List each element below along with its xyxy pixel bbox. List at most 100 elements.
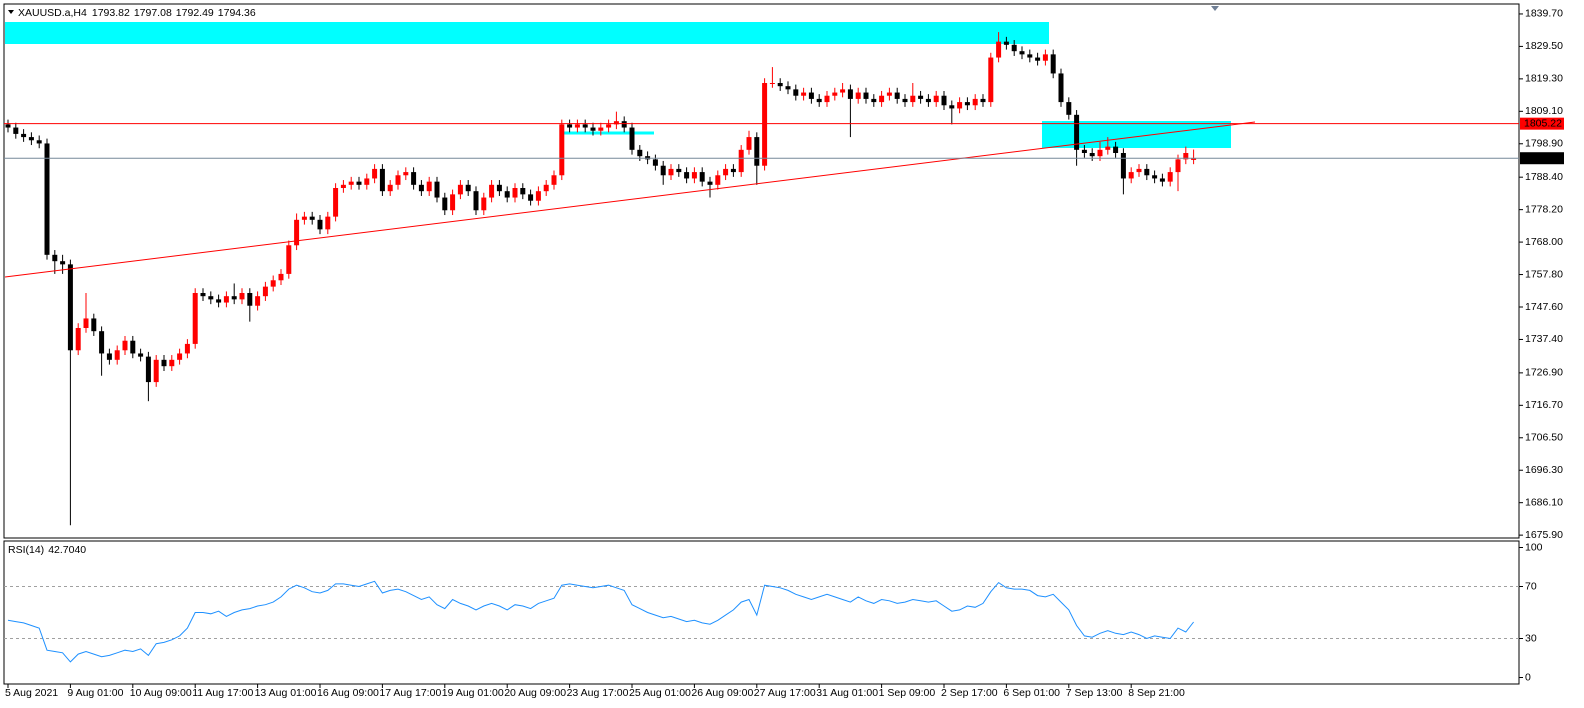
candle-body	[255, 296, 261, 306]
candle-body	[1042, 54, 1048, 61]
y-tick-label: 1778.20	[1525, 203, 1563, 215]
x-tick-label: 20 Aug 09:00	[504, 687, 566, 699]
x-tick-label: 2 Sep 17:00	[941, 687, 998, 699]
rsi-last-value: 42.7040	[48, 544, 86, 556]
candle-body	[379, 168, 385, 192]
candle-body	[699, 172, 705, 182]
candle-body	[192, 293, 198, 344]
candle-body	[340, 184, 346, 188]
candle-body	[496, 184, 502, 192]
menu-marker	[8, 10, 14, 14]
drawings-back	[5, 22, 1231, 148]
candle-body	[395, 175, 401, 185]
shift-marker	[1211, 6, 1219, 11]
y-tick-label: 1798.90	[1525, 138, 1563, 150]
candle-body	[988, 57, 994, 103]
x-tick-label: 31 Aug 01:00	[816, 687, 878, 699]
y-tick-label: 1809.10	[1525, 105, 1563, 117]
candle-body	[317, 219, 323, 230]
candle-body	[879, 95, 885, 103]
candle-body	[489, 184, 495, 198]
candle-body	[1105, 146, 1111, 150]
zone-box	[1042, 121, 1231, 148]
candle-body	[138, 353, 144, 357]
y-tick-label: 1839.70	[1525, 8, 1563, 20]
candle-body	[114, 350, 120, 360]
x-tick-label: 26 Aug 09:00	[691, 687, 753, 699]
candle-body	[473, 191, 479, 211]
candle-body	[301, 216, 307, 220]
candle-body	[785, 86, 791, 90]
candle-body	[777, 83, 783, 87]
x-tick-label: 19 Aug 01:00	[442, 687, 504, 699]
candle-body	[1175, 159, 1181, 173]
rsi-line	[7, 580, 1194, 663]
candle-body	[177, 353, 183, 360]
candle-body	[574, 124, 580, 128]
candle-body	[122, 340, 128, 351]
candle-body	[278, 273, 284, 281]
y-tick-label: 70	[1525, 580, 1537, 592]
y-tick-label: 1757.80	[1525, 268, 1563, 280]
zone-box	[5, 22, 1049, 44]
candle-body	[28, 137, 34, 141]
candle-body	[75, 328, 81, 351]
candle-body	[629, 127, 635, 150]
candle-body	[925, 98, 931, 103]
candle-body	[1089, 153, 1095, 157]
candle-body	[606, 124, 612, 128]
y-tick-label: 1788.40	[1525, 171, 1563, 183]
y-tick-label: 1768.00	[1525, 236, 1563, 248]
header-high: 1797.08	[134, 7, 172, 19]
candle-body	[1183, 153, 1189, 160]
candle-body	[972, 98, 978, 106]
candle-body	[13, 127, 19, 134]
candle-body	[184, 343, 190, 354]
candle-body	[707, 181, 713, 185]
candle-body	[1035, 57, 1041, 61]
x-tick-label: 16 Aug 09:00	[317, 687, 379, 699]
candle-body	[387, 184, 393, 192]
x-tick-label: 11 Aug 17:00	[192, 687, 253, 699]
candle-body	[660, 165, 666, 176]
candle-body	[481, 197, 487, 211]
candle-body	[652, 159, 658, 166]
candle-body	[769, 83, 775, 84]
x-tick-label: 13 Aug 01:00	[255, 687, 317, 699]
candle-body	[871, 98, 877, 103]
candle-body	[1120, 153, 1126, 179]
y-tick-label: 1716.70	[1525, 399, 1563, 411]
header-open: 1793.82	[92, 7, 130, 19]
price-label: 1794.36	[1524, 152, 1562, 164]
rsi-title: RSI(14)	[8, 544, 44, 556]
rsi-panel-frame	[3, 540, 1520, 685]
candle-body	[715, 175, 721, 185]
candle-body	[356, 181, 362, 185]
candle-body	[1074, 114, 1080, 150]
candle-body	[528, 194, 534, 201]
candle-body	[504, 191, 510, 198]
candle-body	[418, 184, 424, 192]
candle-body	[83, 318, 89, 328]
candle-body	[1097, 149, 1103, 157]
candle-body	[1136, 168, 1142, 173]
candle-body	[44, 143, 50, 255]
candle-body	[980, 98, 986, 103]
candle-body	[231, 296, 237, 300]
y-tick-label: 1726.90	[1525, 367, 1563, 379]
candle-body	[223, 296, 229, 303]
y-tick-label: 1696.30	[1525, 464, 1563, 476]
candle-body	[746, 137, 752, 150]
candle-body	[208, 296, 214, 300]
x-tick-label: 25 Aug 01:00	[629, 687, 691, 699]
candle-body	[824, 95, 830, 103]
candle-body	[910, 95, 916, 103]
x-tick-label: 9 Aug 01:00	[67, 687, 123, 699]
candle-body	[762, 83, 768, 166]
x-tick-label: 23 Aug 17:00	[567, 687, 629, 699]
candle-body	[411, 172, 417, 185]
candle-body	[754, 137, 760, 166]
symbol: XAUUSD.a,H4	[18, 7, 87, 19]
rsi-header: RSI(14) 42.7040	[8, 544, 86, 556]
candle-body	[67, 264, 73, 351]
